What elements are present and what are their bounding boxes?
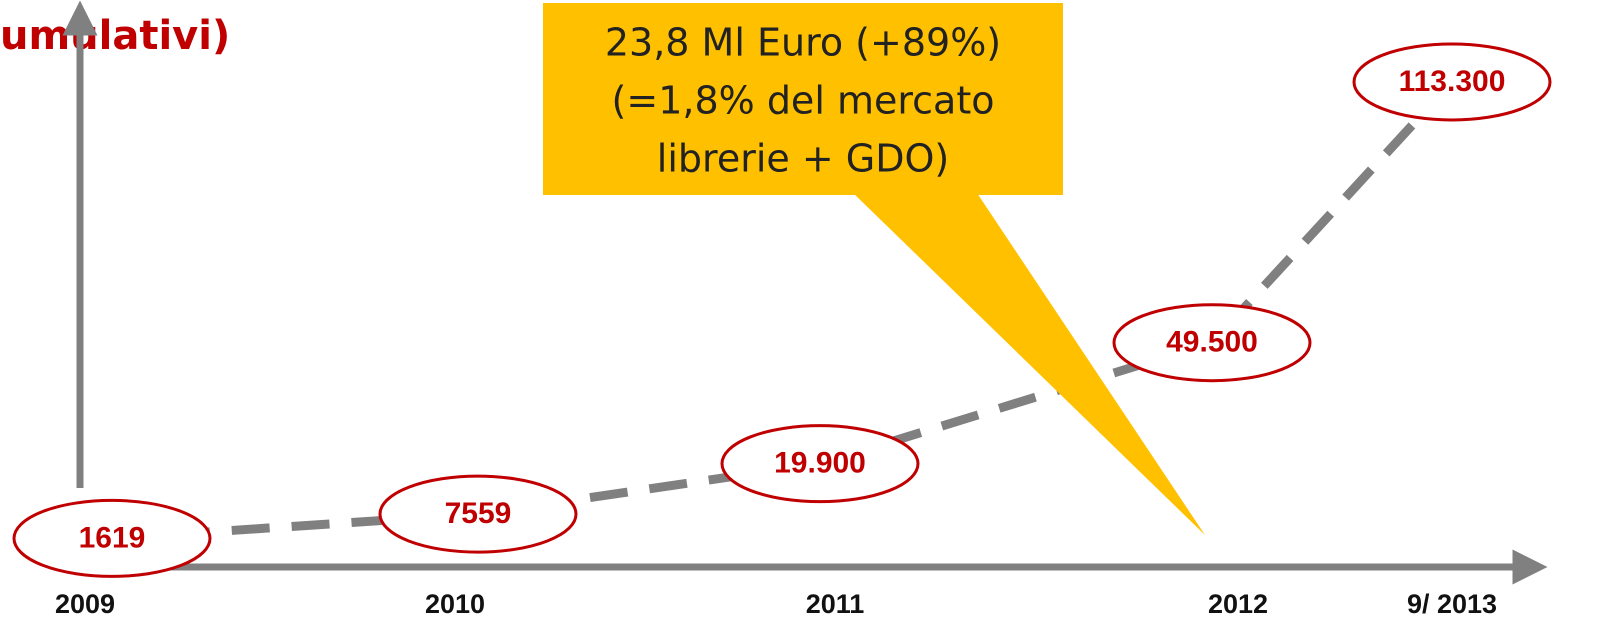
callout-text: 23,8 Ml Euro (+89%) <box>605 21 1001 65</box>
data-point <box>720 424 920 504</box>
x-tick-label: 9/ 2013 <box>1407 589 1497 619</box>
data-label: 1619 <box>79 521 146 554</box>
x-tick-label: 2011 <box>806 589 865 619</box>
data-point <box>1112 303 1312 383</box>
data-point <box>1352 42 1552 122</box>
plot-area: 2009 2010 2011 2012 9/ 2013 1619 7559 19.900 49.… <box>12 42 1552 619</box>
data-label: 49.500 <box>1166 326 1258 359</box>
callout: 23,8 Ml Euro (+89%) (=1,8% del mercato l… <box>543 3 1205 535</box>
data-point <box>378 474 578 554</box>
data-label: 113.300 <box>1399 65 1506 98</box>
x-tick-label: 2009 <box>55 589 115 619</box>
callout-box <box>543 3 1063 195</box>
data-label: 7559 <box>445 497 512 530</box>
callout-pointer <box>850 190 1205 535</box>
chart-title: umulativi) <box>0 13 230 59</box>
data-point <box>12 498 212 578</box>
x-tick-label: 2012 <box>1208 589 1268 619</box>
callout-text: librerie + GDO) <box>657 137 949 181</box>
series-line <box>111 78 1456 543</box>
callout-text: (=1,8% del mercato <box>612 79 995 123</box>
data-label: 19.900 <box>774 447 866 480</box>
x-tick-label: 2010 <box>425 589 485 619</box>
